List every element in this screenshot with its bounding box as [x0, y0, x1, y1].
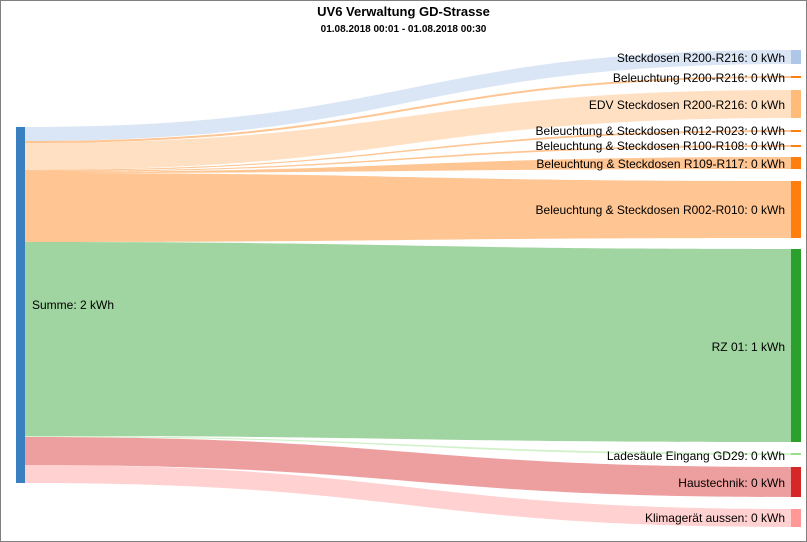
target-node-haustechnik — [791, 467, 801, 497]
sankey-links — [25, 50, 791, 527]
target-label-beleuchtung-steckdosen-r109-r117: Beleuchtung & Steckdosen R109-R117: 0 kW… — [536, 157, 785, 171]
link-rz-01 — [25, 242, 791, 442]
target-label-edv-steckdosen-r200-r216: EDV Steckdosen R200-R216: 0 kWh — [589, 98, 785, 112]
target-label-beleuchtung-steckdosen-r002-r010: Beleuchtung & Steckdosen R002-R010: 0 kW… — [536, 203, 785, 217]
target-node-beleuchtung-steckdosen-r002-r010 — [791, 181, 801, 238]
link-beleuchtung-steckdosen-r100-r108 — [25, 145, 791, 172]
target-node-steckdosen-r200-r216 — [791, 50, 801, 64]
link-ladesäule-eingang-gd29 — [25, 436, 791, 455]
target-label-rz-01: RZ 01: 1 kWh — [712, 340, 785, 354]
target-node-beleuchtung-steckdosen-r100-r108 — [791, 145, 801, 147]
target-node-rz-01 — [791, 249, 801, 442]
target-label-beleuchtung-steckdosen-r012-r023: Beleuchtung & Steckdosen R012-R023: 0 kW… — [536, 124, 785, 138]
source-node-label: Summe: 2 kWh — [32, 298, 114, 312]
target-label-klimagerät-aussen: Klimagerät aussen: 0 kWh — [645, 511, 785, 525]
target-label-beleuchtung-steckdosen-r100-r108: Beleuchtung & Steckdosen R100-R108: 0 kW… — [536, 139, 785, 153]
target-label-haustechnik: Haustechnik: 0 kWh — [678, 476, 785, 490]
link-steckdosen-r200-r216 — [25, 50, 791, 141]
chart-title: UV6 Verwaltung GD-Strasse — [317, 4, 490, 19]
target-label-ladesäule-eingang-gd29: Ladesäule Eingang GD29: 0 kWh — [607, 449, 785, 463]
target-node-beleuchtung-steckdosen-r012-r023 — [791, 130, 801, 132]
target-label-beleuchtung-r200-r216: Beleuchtung R200-R216: 0 kWh — [613, 71, 785, 85]
target-label-steckdosen-r200-r216: Steckdosen R200-R216: 0 kWh — [617, 51, 785, 65]
link-beleuchtung-r200-r216 — [25, 76, 791, 143]
source-node-summe — [16, 127, 25, 483]
link-haustechnik — [25, 437, 791, 497]
target-node-beleuchtung-r200-r216 — [791, 76, 801, 78]
link-edv-steckdosen-r200-r216 — [25, 90, 791, 170]
link-klimagerät-aussen — [25, 465, 791, 527]
chart-subtitle: 01.08.2018 00:01 - 01.08.2018 00:30 — [320, 24, 487, 35]
target-nodes: Steckdosen R200-R216: 0 kWh Beleuchtung R… — [536, 50, 801, 527]
target-node-klimagerät-aussen — [791, 509, 801, 527]
target-node-ladesäule-eingang-gd29 — [791, 453, 801, 455]
target-node-beleuchtung-steckdosen-r109-r117 — [791, 157, 801, 169]
link-beleuchtung-steckdosen-r109-r117 — [25, 157, 791, 173]
link-beleuchtung-steckdosen-r012-r023 — [25, 130, 791, 171]
link-beleuchtung-steckdosen-r002-r010 — [25, 173, 791, 242]
target-node-edv-steckdosen-r200-r216 — [791, 90, 801, 118]
